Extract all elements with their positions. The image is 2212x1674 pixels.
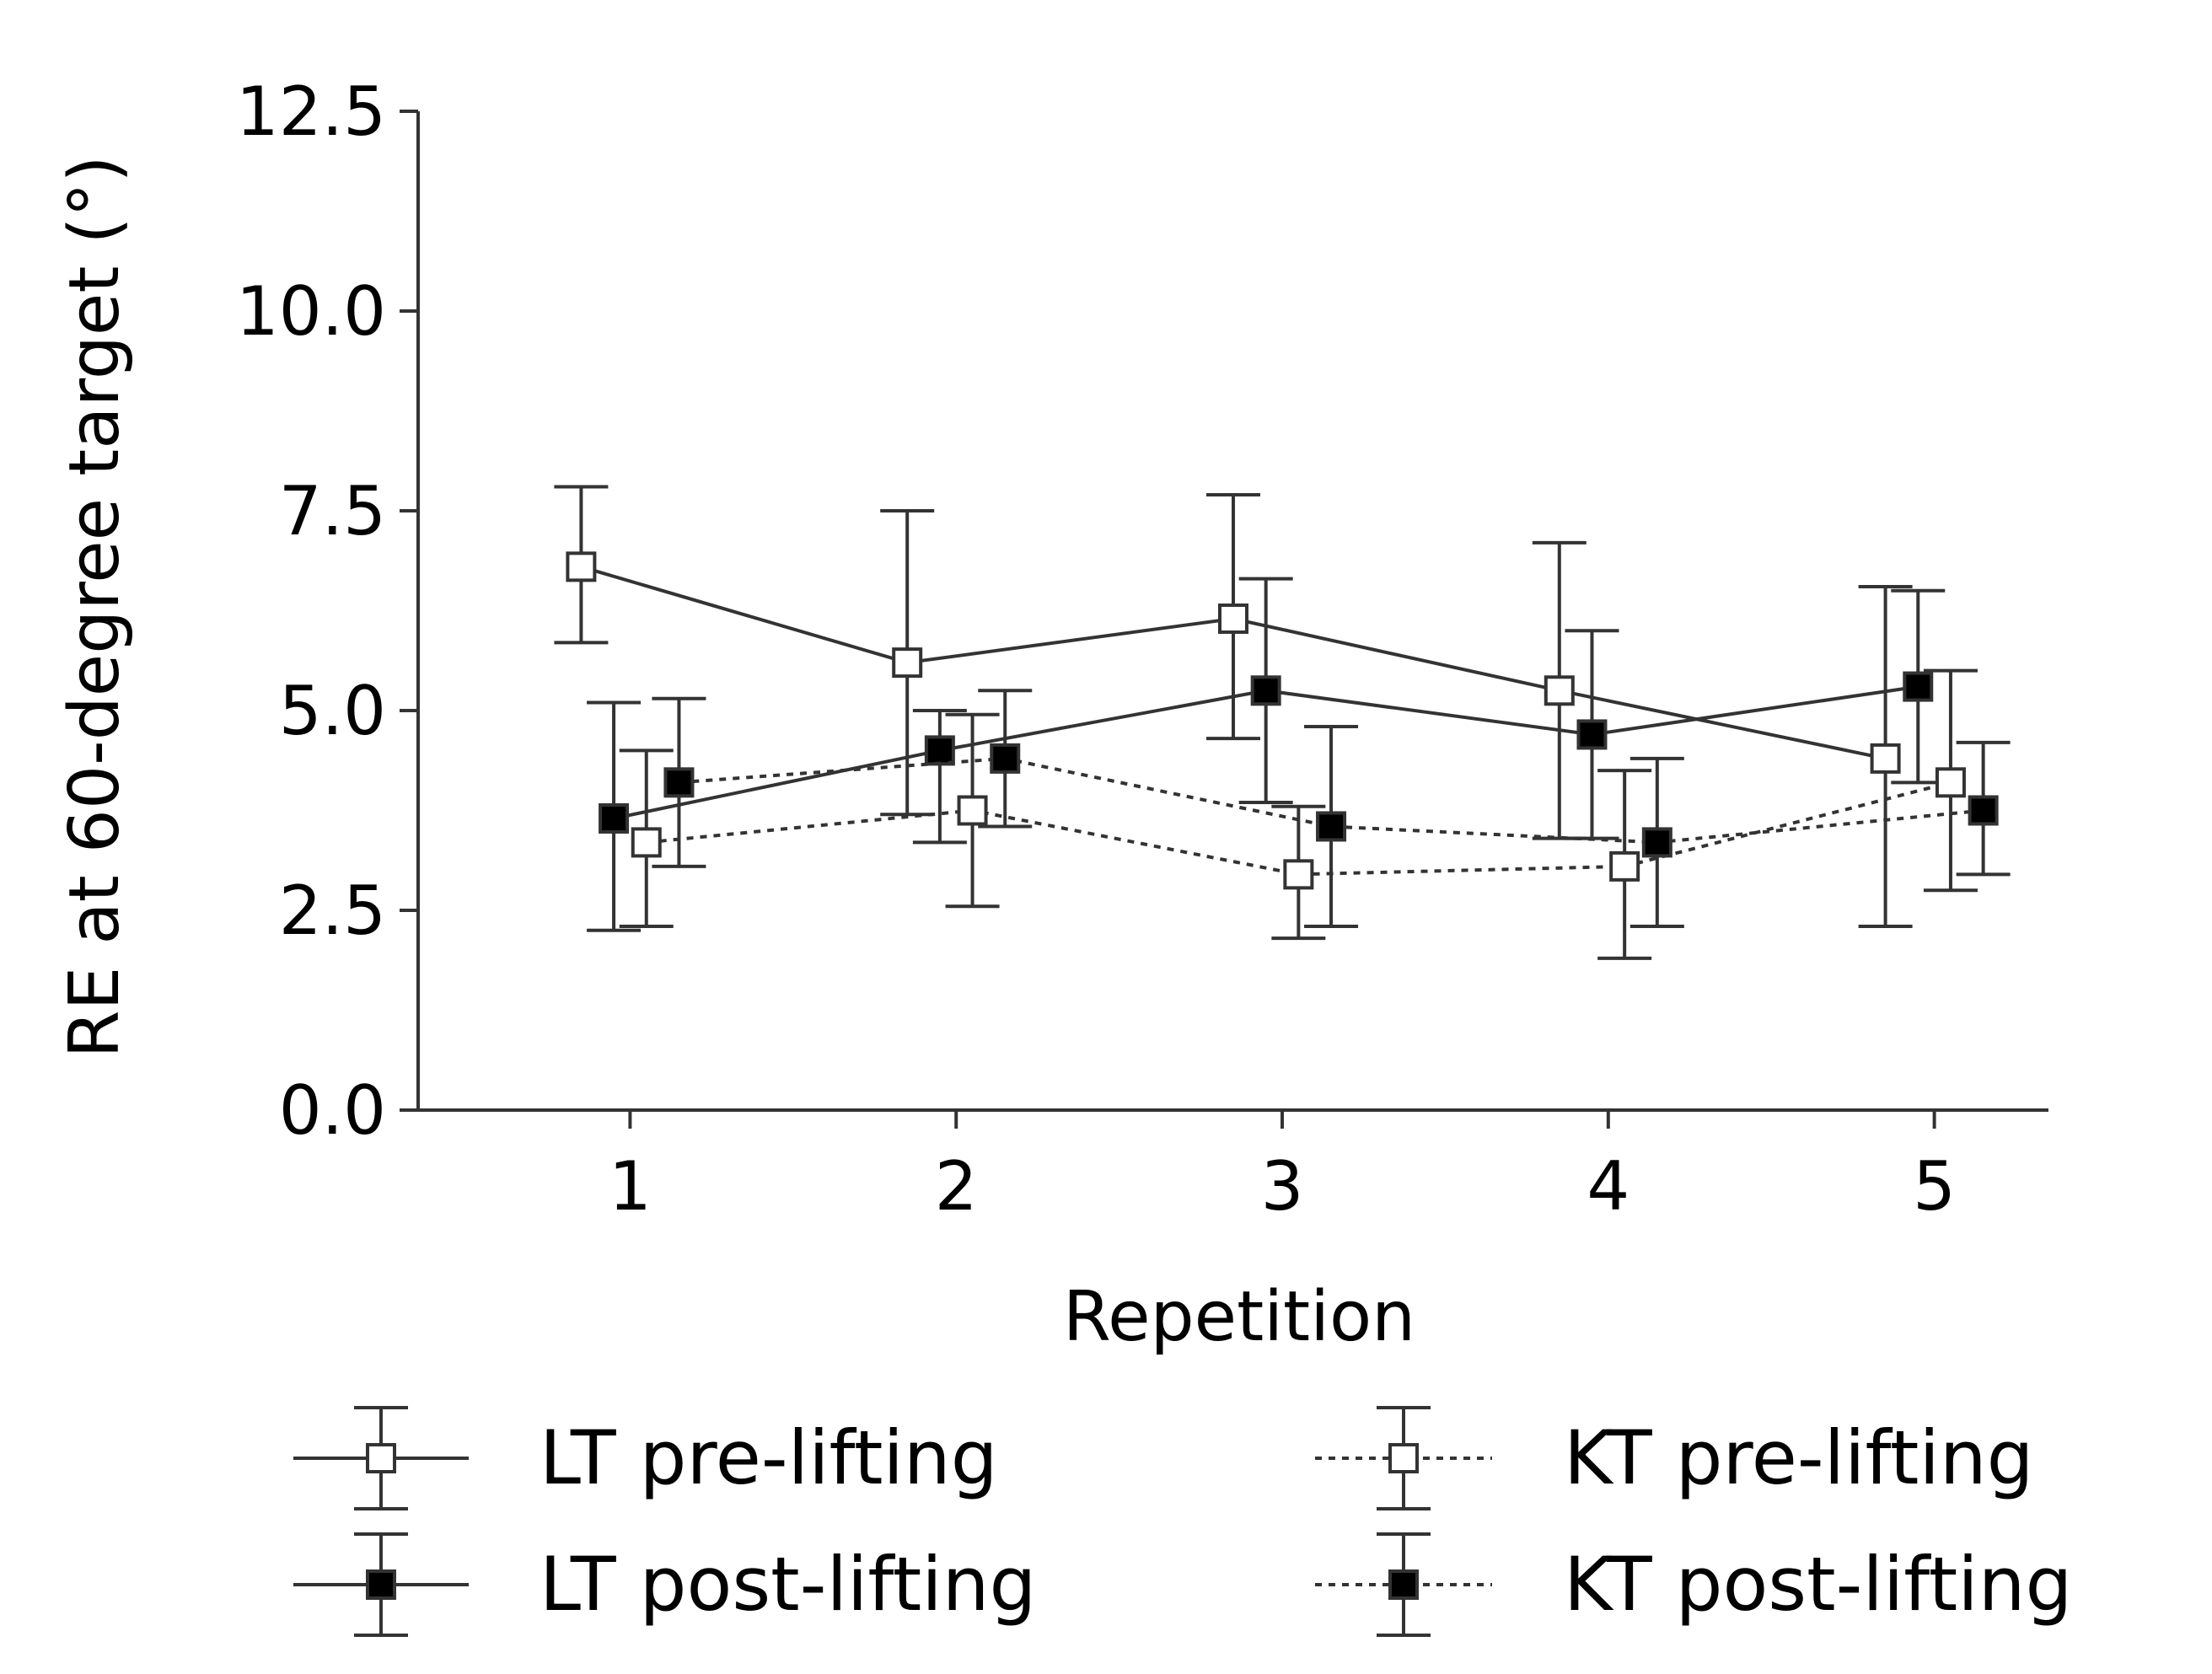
- data-point: [1218, 603, 1248, 634]
- legend-label: KT post-lifting: [1564, 1541, 2072, 1628]
- y-tick-label: 5.0: [279, 672, 386, 750]
- x-tick-label: 1: [609, 1147, 652, 1226]
- data-point: [599, 802, 630, 834]
- legend-label: LT pre-lifting: [540, 1414, 998, 1501]
- data-point: [1544, 675, 1575, 706]
- data-point: [1935, 767, 1966, 798]
- series-line: [679, 756, 1984, 845]
- plot-area: [554, 485, 2011, 960]
- x-tick-label: 2: [935, 1147, 978, 1226]
- legend-item: LT pre-lifting: [293, 1406, 998, 1510]
- data-point: [1250, 675, 1281, 706]
- x-tick-label: 4: [1587, 1147, 1629, 1226]
- data-point: [1641, 827, 1672, 858]
- data-point: [566, 551, 597, 582]
- data-point: [1576, 719, 1608, 750]
- y-tick-label: 10.0: [236, 272, 386, 351]
- legend-marker: [366, 1443, 396, 1473]
- y-axis-title: RE at 60-degree target (°): [55, 155, 135, 1058]
- data-point: [1903, 671, 1934, 702]
- series-kt-post-lifting: [652, 689, 2011, 928]
- series-lt-post-lifting: [587, 577, 1946, 932]
- data-point: [1968, 795, 1999, 826]
- data-point: [1283, 859, 1314, 890]
- y-tick-label: 2.5: [279, 872, 386, 950]
- data-point: [1870, 743, 1901, 774]
- y-tick-label: 7.5: [279, 472, 386, 550]
- legend-item: LT post-lifting: [293, 1532, 1036, 1637]
- x-tick-label: 3: [1261, 1147, 1304, 1226]
- data-point: [990, 743, 1021, 774]
- legend-marker: [1388, 1443, 1419, 1473]
- axes: 0.0 2.5 5.0 7.5 10.0 12.5 1 2 3 4 5: [236, 72, 2048, 1226]
- legend-label: KT pre-lifting: [1564, 1414, 2034, 1501]
- data-point: [924, 735, 955, 766]
- x-tick-label: 5: [1913, 1147, 1956, 1226]
- data-point: [957, 795, 988, 826]
- data-point: [663, 767, 695, 798]
- legend-label: LT post-lifting: [540, 1541, 1036, 1628]
- legend-marker: [1388, 1569, 1419, 1600]
- data-point: [1316, 811, 1347, 842]
- y-tick-label: 12.5: [236, 72, 386, 151]
- legend-item: KT post-lifting: [1315, 1532, 2072, 1637]
- data-point: [1609, 850, 1640, 882]
- legend: LT pre-lifting LT post-lifting KT pre-lift…: [293, 1406, 2072, 1637]
- data-point: [631, 827, 662, 858]
- series-kt-pre-lifting: [619, 668, 1978, 960]
- x-axis-title: Repetition: [1063, 1277, 1415, 1357]
- data-point: [892, 647, 923, 679]
- legend-item: KT pre-lifting: [1315, 1406, 2034, 1510]
- legend-marker: [366, 1569, 396, 1600]
- series-line: [646, 781, 1952, 877]
- y-tick-label: 0.0: [279, 1071, 386, 1150]
